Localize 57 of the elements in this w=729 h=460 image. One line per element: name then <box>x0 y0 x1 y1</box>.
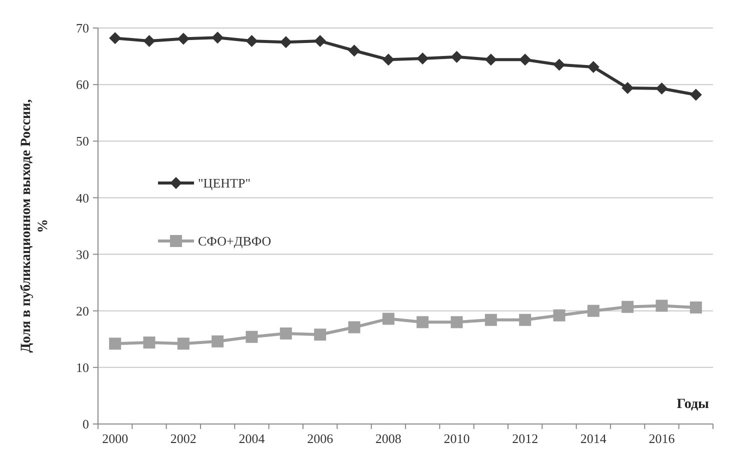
point <box>143 35 156 48</box>
point <box>416 52 429 65</box>
point <box>382 54 394 66</box>
y-tick-label: 70 <box>76 20 89 36</box>
point <box>622 300 634 313</box>
point <box>280 327 292 340</box>
point <box>109 338 122 350</box>
point <box>416 316 429 328</box>
y-tick-label: 10 <box>76 360 89 375</box>
x-tick-label: 2012 <box>512 431 538 446</box>
y-tick-label: 20 <box>76 303 89 318</box>
y-tick-label: 40 <box>76 190 89 206</box>
point <box>690 301 702 314</box>
point <box>314 35 326 48</box>
x-tick-label: 2002 <box>170 431 196 446</box>
point <box>382 312 394 325</box>
y-axis-title: Доля в публикационном выходе России, % <box>19 99 51 353</box>
point <box>656 300 668 312</box>
point <box>450 316 463 328</box>
point <box>212 335 224 348</box>
x-tick-label: 2010 <box>444 431 470 446</box>
x-tick-label: 2000 <box>102 431 128 446</box>
point <box>348 321 360 334</box>
point <box>553 309 566 322</box>
x-tick-label: 2016 <box>648 431 676 446</box>
point <box>587 61 600 74</box>
point <box>177 338 190 350</box>
x-tick-label: 2004 <box>238 431 266 446</box>
point <box>177 32 190 45</box>
point <box>246 330 258 343</box>
point <box>348 44 360 57</box>
point <box>484 314 497 326</box>
y-tick-label: 60 <box>76 77 89 92</box>
point <box>519 314 532 326</box>
legend-label: "ЦЕНТР" <box>198 176 251 191</box>
point <box>484 54 497 66</box>
y-tick-label: 50 <box>76 134 89 149</box>
x-tick-label: 2008 <box>375 431 402 446</box>
point <box>143 336 156 349</box>
point <box>246 35 258 48</box>
point <box>280 36 292 48</box>
point <box>109 32 122 44</box>
point <box>553 58 566 71</box>
point <box>587 304 600 317</box>
point <box>314 328 326 341</box>
point <box>212 32 224 44</box>
x-axis-title: Годы <box>676 397 710 412</box>
point <box>656 82 668 95</box>
x-tick-label: 2006 <box>307 431 334 446</box>
y-tick-label: 30 <box>76 246 89 262</box>
x-tick-label: 2014 <box>580 431 607 446</box>
point <box>690 88 702 101</box>
point <box>519 54 532 66</box>
y-tick-label: 0 <box>82 416 89 432</box>
point <box>622 82 634 94</box>
legend-label: СФО+ДВФО <box>198 234 272 249</box>
point <box>450 50 463 63</box>
